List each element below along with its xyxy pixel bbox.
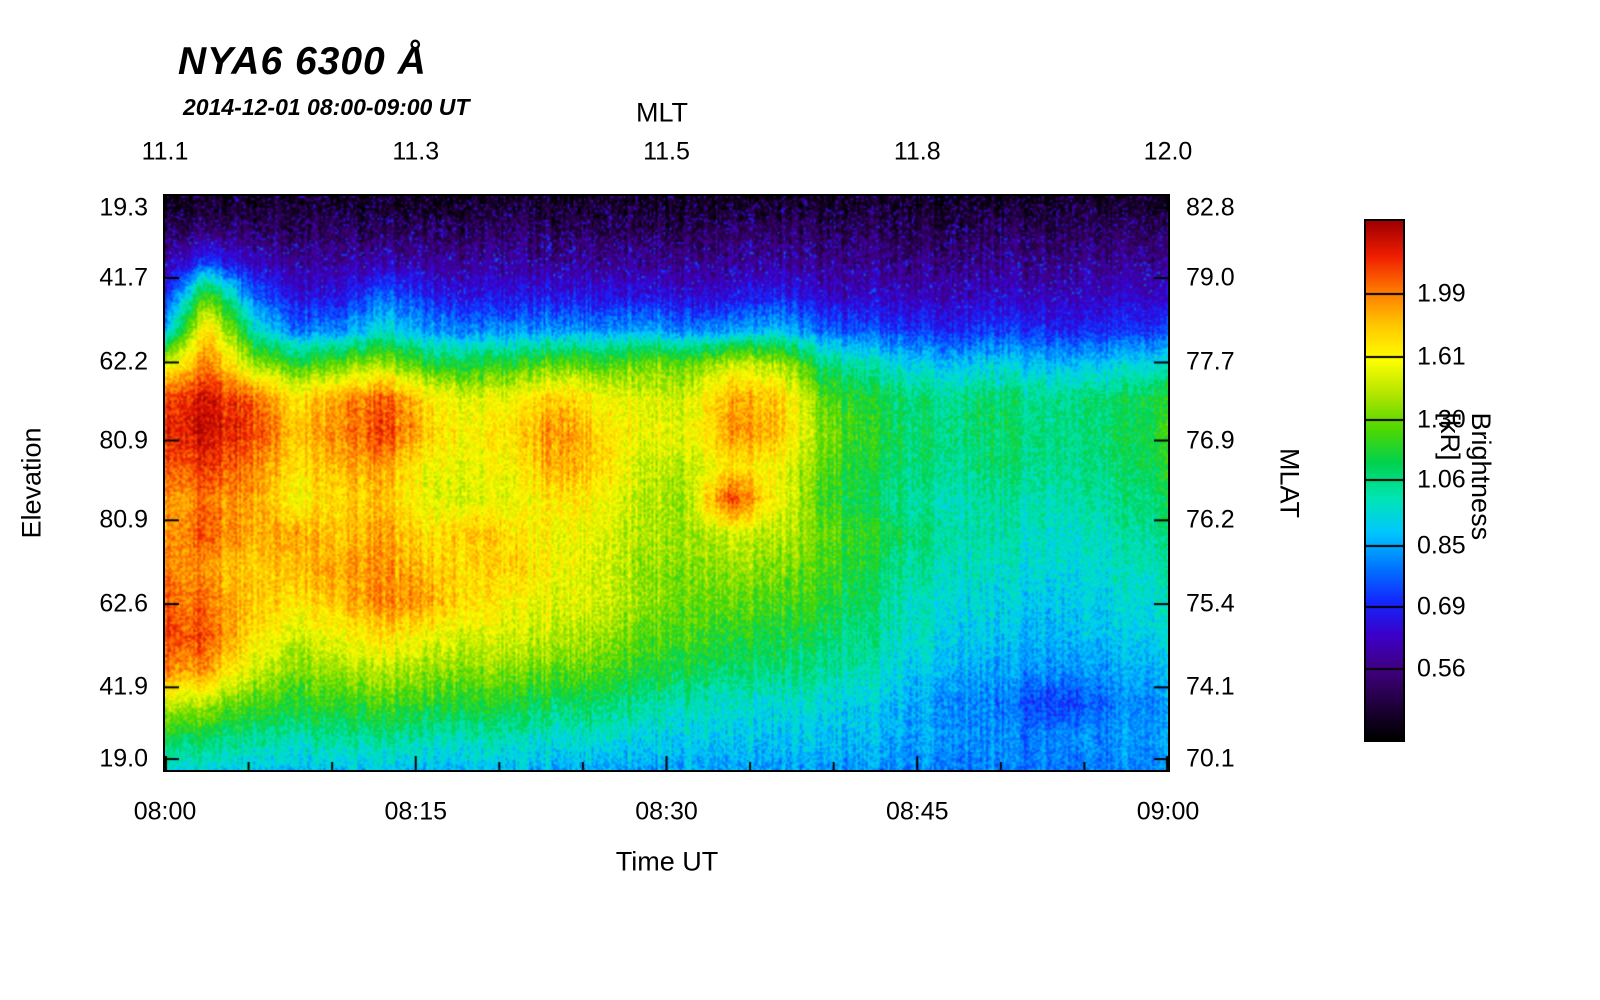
tick-label: 82.8 [1186, 193, 1235, 222]
tick-label: 11.1 [141, 137, 189, 166]
tick-label: 11.3 [392, 137, 440, 166]
right-axis-title: MLAT [1274, 447, 1305, 519]
colorbar-canvas [1366, 221, 1403, 740]
tick-label: 19.3 [99, 193, 148, 222]
tick-label: 77.7 [1186, 347, 1235, 376]
tick-label: 1.30 [1417, 405, 1466, 434]
tick-label: 1.06 [1417, 465, 1466, 494]
tick-label: 09:00 [1136, 797, 1200, 826]
tick-label: 79.0 [1186, 263, 1235, 292]
tick-label: 08:15 [384, 797, 448, 826]
tick-label: 41.7 [99, 263, 148, 292]
colorbar-frame [1364, 219, 1405, 742]
tick-label: 0.56 [1417, 654, 1466, 683]
tick-label: 0.69 [1417, 592, 1466, 621]
tick-label: 62.6 [99, 589, 148, 618]
tick-label: 76.2 [1186, 505, 1235, 534]
bottom-axis-title: Time UT [615, 846, 719, 877]
tick-label: 41.9 [99, 672, 148, 701]
tick-label: 12.0 [1143, 137, 1193, 166]
plot-frame [163, 194, 1170, 772]
tick-label: 19.0 [99, 744, 148, 773]
tick-label: 1.99 [1417, 279, 1466, 308]
tick-label: 08:45 [885, 797, 949, 826]
tick-label: 0.85 [1417, 531, 1466, 559]
tick-label: 70.1 [1186, 744, 1235, 773]
tick-label: 62.2 [99, 347, 148, 376]
tick-label: 75.4 [1186, 589, 1235, 618]
plot-subtitle: 2014-12-01 08:00-09:00 UT [183, 94, 470, 120]
tick-label: 80.9 [99, 426, 148, 455]
heatmap-canvas [165, 196, 1168, 770]
tick-label: 1.61 [1417, 342, 1466, 371]
tick-label: 11.8 [893, 137, 941, 166]
tick-label: 80.9 [99, 505, 148, 534]
left-axis-title: Elevation [16, 427, 47, 539]
tick-label: 08:30 [635, 797, 698, 826]
plot-title: NYA6 6300 Å [178, 40, 427, 83]
tick-label: 76.9 [1186, 426, 1235, 455]
tick-label: 74.1 [1186, 672, 1235, 701]
top-axis-title: MLT [636, 97, 688, 128]
tick-label: 08:00 [133, 797, 197, 826]
tick-label: 11.5 [643, 137, 690, 166]
